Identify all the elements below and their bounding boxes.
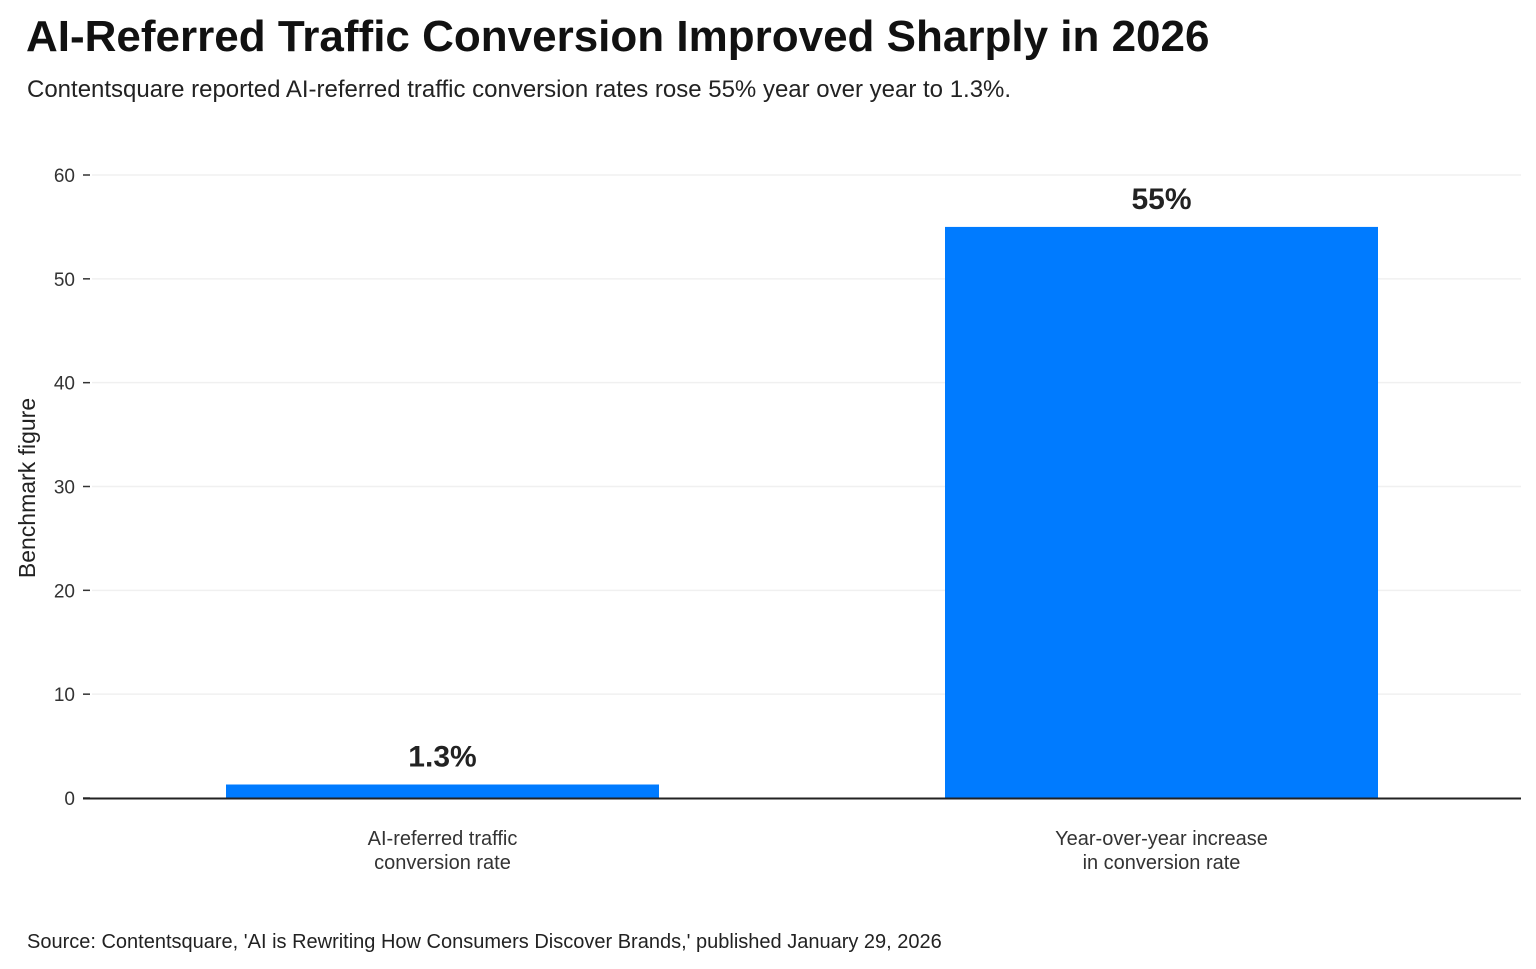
- source-note: Source: Contentsquare, 'AI is Rewriting …: [27, 931, 942, 953]
- data-label: 1.3%: [408, 741, 476, 774]
- y-tick-label: 50: [54, 270, 75, 291]
- data-label: 55%: [1131, 183, 1191, 216]
- chart-subtitle: Contentsquare reported AI-referred traff…: [27, 76, 1011, 103]
- y-tick-label: 40: [54, 374, 75, 395]
- bar: [226, 784, 659, 798]
- y-tick-label: 60: [54, 166, 75, 187]
- chart-title: AI-Referred Traffic Conversion Improved …: [26, 12, 1209, 61]
- x-category-label: AI-referred traffic: [368, 828, 518, 850]
- x-category-label: in conversion rate: [1083, 852, 1241, 874]
- y-tick-label: 30: [54, 478, 75, 499]
- y-tick-label: 10: [54, 685, 75, 706]
- x-category-label: conversion rate: [374, 852, 511, 874]
- bar: [945, 226, 1378, 798]
- x-category-label: Year-over-year increase: [1055, 828, 1268, 850]
- y-tick-label: 0: [64, 789, 75, 810]
- y-axis-label: Benchmark figure: [14, 398, 40, 578]
- y-tick-label: 20: [54, 581, 75, 602]
